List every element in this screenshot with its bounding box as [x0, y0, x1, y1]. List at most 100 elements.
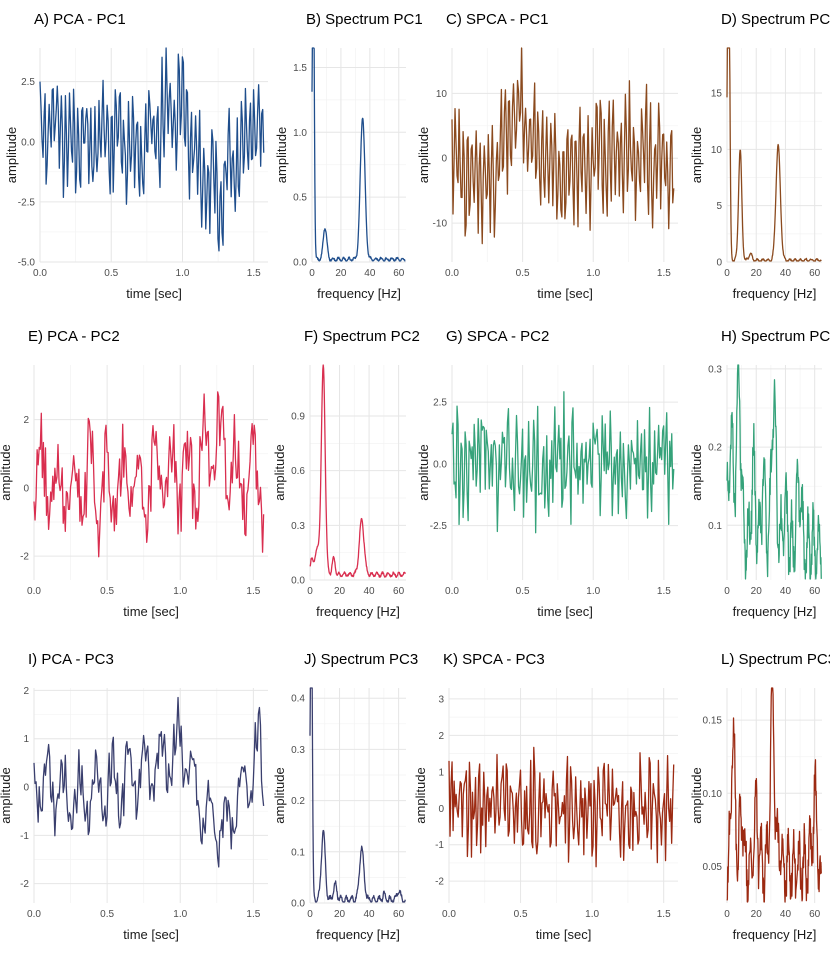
y-tick-label: 0 [716, 258, 722, 269]
series-line [448, 746, 675, 868]
x-tick-label: 1.0 [585, 909, 599, 920]
y-tick-label: 3 [438, 694, 444, 705]
x-axis-title: time [sec] [123, 927, 179, 942]
panel-e: 0.0 0.5 1.0 1.5 -2 0 2 E) PCA - PC2 time [sec] am… [0, 328, 268, 619]
x-axis-title: time [sec] [536, 927, 592, 942]
x-tick-label: 0 [307, 909, 313, 920]
x-tick-label: 1.0 [176, 268, 190, 279]
x-tick-label: 0.0 [445, 268, 459, 279]
y-tick-label: 10 [436, 89, 448, 100]
x-tick-label: 0 [724, 268, 730, 279]
x-tick-label: 0.5 [100, 909, 114, 920]
x-tick-label: 0.0 [27, 586, 41, 597]
x-tick-label: 40 [780, 909, 792, 920]
panel-c: 0.0 0.5 1.0 1.5 -10 0 10 C) SPCA - PC1 time [sec… [416, 11, 678, 301]
y-tick-label: 2.5 [433, 398, 447, 409]
x-tick-label: 0.5 [104, 268, 118, 279]
x-tick-label: 40 [780, 586, 792, 597]
x-axis-title: time [sec] [123, 604, 179, 619]
x-tick-label: 0.5 [514, 909, 528, 920]
x-tick-label: 1.0 [173, 586, 187, 597]
x-tick-label: 60 [393, 268, 405, 279]
y-tick-label: 2 [438, 731, 444, 742]
y-tick-label: -5.0 [18, 258, 36, 269]
x-axis-title: time [sec] [537, 286, 593, 301]
y-axis-title: amplitude [4, 127, 19, 183]
y-tick-label: 0.10 [703, 789, 723, 800]
x-tick-label: 60 [393, 586, 405, 597]
y-tick-label: 1 [23, 734, 29, 745]
panel-title: D) Spectrum PC1 [721, 11, 830, 28]
panel-i: 0.0 0.5 1.0 1.5 -2 -1 0 1 2 I) PCA - PC3 time [sec… [0, 651, 268, 942]
x-tick-label: 60 [809, 268, 821, 279]
panel-title: E) PCA - PC2 [28, 328, 120, 345]
x-axis-title: frequency [Hz] [317, 286, 401, 301]
x-tick-label: 1.5 [247, 268, 261, 279]
series-line [39, 47, 265, 252]
x-tick-label: 20 [335, 268, 347, 279]
y-axis-title: amplitude [689, 444, 704, 500]
series-line [309, 687, 406, 903]
x-tick-label: 0.0 [445, 586, 459, 597]
panel-j: 0 20 40 60 0.0 0.1 0.2 0.3 0.4 J) Spectrum PC3 fre… [272, 651, 418, 942]
y-tick-label: 1 [438, 767, 444, 778]
y-axis-title: amplitude [413, 767, 428, 823]
panel-k: 0.0 0.5 1.0 1.5 -2 -1 0 1 2 3 K) SPCA - PC3 time [s… [413, 651, 678, 942]
x-tick-label: 0 [307, 586, 313, 597]
x-tick-label: 0.0 [27, 909, 41, 920]
y-tick-label: 1.0 [293, 128, 307, 139]
y-axis-title: amplitude [274, 127, 289, 183]
x-tick-label: 0.5 [516, 268, 530, 279]
panel-title: A) PCA - PC1 [34, 11, 126, 28]
y-axis-title: amplitude [0, 767, 13, 823]
series-line [451, 47, 675, 245]
x-tick-label: 0 [724, 909, 730, 920]
x-tick-label: 1.0 [586, 586, 600, 597]
panel-b: 0 20 40 60 0.0 0.5 1.0 1.5 B) Spectrum PC1 freque… [274, 11, 423, 301]
y-tick-label: 0.0 [291, 899, 305, 910]
y-tick-label: 0.0 [433, 459, 447, 470]
y-axis-title: amplitude [272, 767, 287, 823]
y-tick-label: 0.2 [291, 796, 305, 807]
x-tick-label: 0.0 [442, 909, 456, 920]
panel-title: F) Spectrum PC2 [304, 328, 420, 345]
x-tick-label: 0 [724, 586, 730, 597]
y-tick-label: 0.1 [708, 521, 722, 532]
x-axis-title: frequency [Hz] [733, 604, 817, 619]
panel-d: 0 20 40 60 0 5 10 15 D) Spectrum PC1 frequency [H… [689, 11, 830, 301]
series-line [33, 391, 265, 558]
y-tick-label: -10 [433, 219, 448, 230]
y-axis-title: amplitude [689, 767, 704, 823]
series-line [726, 687, 822, 903]
y-tick-label: 0.9 [291, 412, 305, 423]
x-tick-label: 1.5 [246, 586, 260, 597]
y-axis-title: amplitude [416, 444, 431, 500]
y-tick-label: -1 [20, 831, 29, 842]
y-axis-title: amplitude [689, 127, 704, 183]
x-axis-title: frequency [Hz] [733, 286, 817, 301]
x-tick-label: 0.0 [33, 268, 47, 279]
x-tick-label: 60 [393, 909, 405, 920]
x-axis-title: frequency [Hz] [316, 604, 400, 619]
x-tick-label: 1.0 [586, 268, 600, 279]
x-tick-label: 0.5 [516, 586, 530, 597]
panel-title: K) SPCA - PC3 [443, 651, 545, 668]
panel-title: B) Spectrum PC1 [306, 11, 423, 28]
x-tick-label: 20 [751, 268, 763, 279]
y-tick-label: 0.0 [21, 137, 35, 148]
x-tick-label: 0.5 [100, 586, 114, 597]
series-line [451, 391, 675, 534]
x-tick-label: 20 [334, 909, 346, 920]
y-tick-label: 0 [23, 783, 29, 794]
panel-g: 0.0 0.5 1.0 1.5 -2.5 0.0 2.5 G) SPCA - PC2 time … [416, 328, 678, 619]
x-tick-label: 20 [334, 586, 346, 597]
x-tick-label: 1.5 [246, 909, 260, 920]
x-tick-label: 20 [751, 909, 763, 920]
panel-title: H) Spectrum PC2 [721, 328, 830, 345]
x-tick-label: 40 [364, 586, 376, 597]
y-tick-label: 0.3 [708, 364, 722, 375]
x-tick-label: 60 [809, 586, 821, 597]
y-tick-label: 0.05 [703, 862, 723, 873]
y-tick-label: 2 [23, 686, 29, 697]
